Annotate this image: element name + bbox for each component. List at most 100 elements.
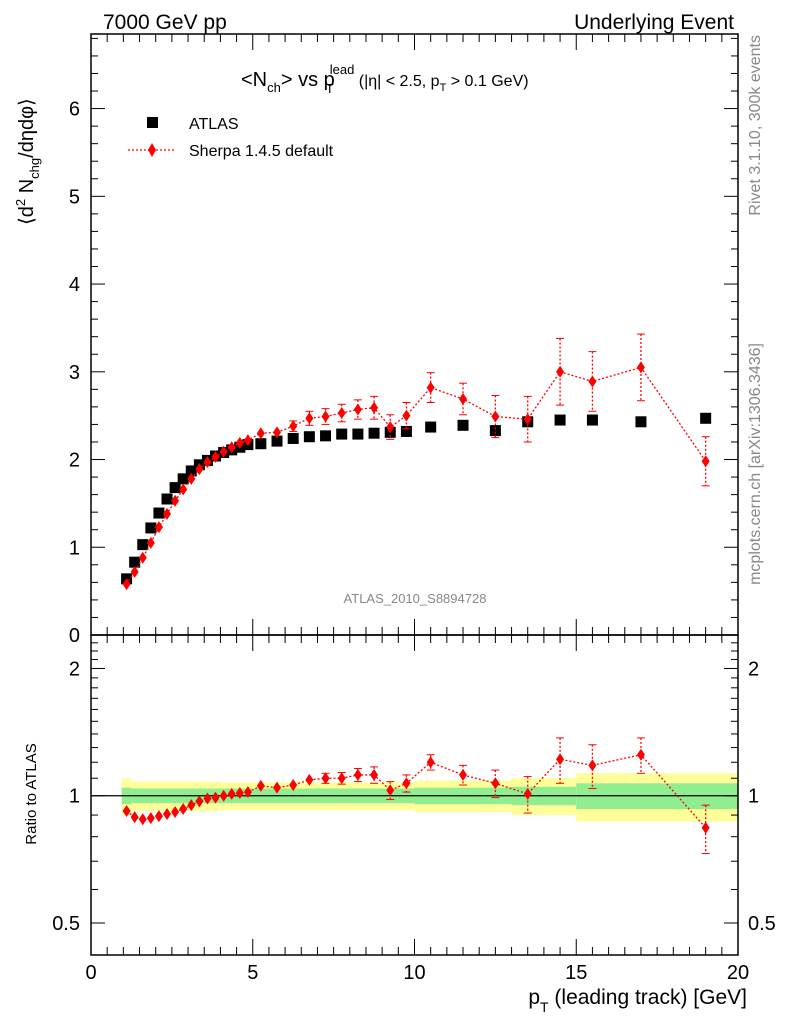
ratio-y-tick-label-right: 0.5 <box>748 913 776 935</box>
sherpa-ratio-point <box>459 768 468 781</box>
main-panel: 0 1 2 3 4 5 6 <Nch> vs pTlead (|η| < 2.5, pT >… <box>13 33 739 647</box>
sherpa-main-point <box>227 441 236 454</box>
sherpa-main-point <box>171 494 180 507</box>
sherpa-ratio-point <box>273 781 282 794</box>
sherpa-ratio-point <box>179 803 188 816</box>
main-y-tick-label: 6 <box>69 99 80 121</box>
sherpa-ratio-point <box>636 748 645 761</box>
sherpa-main-point <box>636 361 645 374</box>
main-y-tick-label: 3 <box>69 362 80 384</box>
legend-atlas-marker <box>147 117 158 128</box>
sherpa-ratio-point <box>491 777 500 790</box>
sherpa-ratio-point <box>163 808 172 821</box>
sherpa-ratio-line <box>126 754 707 829</box>
x-tick-label: 20 <box>727 962 749 984</box>
sherpa-ratio-point <box>289 779 298 792</box>
sherpa-ratio-point <box>130 811 139 824</box>
sherpa-main-point <box>370 401 379 414</box>
sherpa-main-point <box>459 392 468 405</box>
atlas-data-point <box>320 430 332 442</box>
sherpa-ratio-point <box>171 806 180 819</box>
sherpa-ratio-point <box>211 791 220 804</box>
x-axis-label: pT (leading track) [GeV] <box>528 986 747 1015</box>
ratio-y-tick-label: 2 <box>69 658 80 680</box>
main-y-tick-label: 5 <box>69 186 80 208</box>
legend-sherpa-label: Sherpa 1.4.5 default <box>189 143 334 160</box>
sherpa-ratio-point <box>243 786 252 799</box>
sherpa-ratio-point <box>701 821 710 834</box>
sherpa-main-point <box>146 536 155 549</box>
sherpa-ratio-point <box>337 772 346 785</box>
atlas-data-point <box>400 425 412 437</box>
atlas-data-point <box>169 482 181 494</box>
sherpa-main-point <box>154 521 163 534</box>
sherpa-ratio-point <box>227 787 236 800</box>
sherpa-main-point <box>195 463 204 476</box>
atlas-data-point <box>368 427 380 439</box>
atlas-data-point <box>271 435 283 447</box>
sherpa-ratio-point <box>219 789 228 802</box>
sherpa-ratio-point <box>426 756 435 769</box>
atlas-data-point <box>635 416 647 428</box>
sherpa-ratio-point <box>138 813 147 826</box>
main-y-tick-label: 0 <box>69 625 80 647</box>
legend-atlas-label: ATLAS <box>189 116 239 133</box>
ratio-y-tick-label: 1 <box>69 786 80 808</box>
sherpa-ratio-point <box>386 784 395 797</box>
sherpa-main-line <box>126 366 707 585</box>
x-tick-label: 15 <box>565 962 587 984</box>
atlas-data-point <box>554 414 566 426</box>
sherpa-main-point <box>402 409 411 422</box>
sherpa-main-point <box>235 436 244 449</box>
sherpa-ratio-point <box>370 768 379 781</box>
sherpa-ratio-point <box>588 759 597 772</box>
sherpa-main-point <box>219 445 228 458</box>
ratio-y-axis-label: Ratio to ATLAS <box>23 743 40 844</box>
atlas-data-point <box>153 507 165 519</box>
sherpa-ratio-point <box>195 795 204 808</box>
sherpa-ratio-point <box>353 768 362 781</box>
sherpa-ratio-point <box>305 773 314 786</box>
atlas-data-point <box>425 421 437 433</box>
x-tick-label: 5 <box>247 962 258 984</box>
sherpa-main-point <box>203 456 212 469</box>
sherpa-ratio-point <box>523 787 532 800</box>
sherpa-main-point <box>273 426 282 439</box>
sherpa-main-point <box>386 421 395 434</box>
sherpa-main-point <box>337 407 346 420</box>
ratio-y-tick-label-right: 2 <box>748 658 759 680</box>
sherpa-main-point <box>243 434 252 447</box>
rivet-version-label: Rivet 3.1.10, 300k events <box>747 35 764 216</box>
atlas-data-point <box>137 539 149 551</box>
sherpa-ratio-point <box>402 777 411 790</box>
sherpa-main-point <box>556 365 565 378</box>
atlas-data-point <box>352 428 364 440</box>
sherpa-main-point <box>256 427 265 440</box>
atlas-data-point <box>303 431 315 443</box>
sherpa-main-point <box>289 420 298 433</box>
atlas-data-point <box>287 432 299 444</box>
header-right: Underlying Event <box>574 11 734 34</box>
sherpa-main-point <box>426 381 435 394</box>
sherpa-main-point <box>491 410 500 423</box>
sherpa-ratio-point <box>146 812 155 825</box>
sherpa-ratio-point <box>154 810 163 823</box>
x-tick-label: 0 <box>85 962 96 984</box>
atlas-data-point <box>185 465 197 477</box>
sherpa-main-point <box>353 403 362 416</box>
sherpa-main-point <box>187 472 196 485</box>
sherpa-main-point <box>211 450 220 463</box>
sherpa-main-point <box>523 413 532 426</box>
atlas-data-point <box>489 425 501 437</box>
ratio-y-tick-label: 0.5 <box>52 913 80 935</box>
main-y-axis-label: ⟨d2 Nchg/dηdφ⟩ <box>13 98 42 225</box>
sherpa-main-point <box>321 410 330 423</box>
sherpa-ratio-point <box>321 772 330 785</box>
sherpa-main-point <box>163 507 172 520</box>
atlas-data-point <box>586 414 598 426</box>
atlas-data-point <box>177 473 189 485</box>
x-tick-label: 10 <box>403 962 425 984</box>
analysis-watermark: ATLAS_2010_S8894728 <box>344 591 487 606</box>
atlas-data-point <box>145 522 157 534</box>
atlas-data-point <box>336 428 348 440</box>
